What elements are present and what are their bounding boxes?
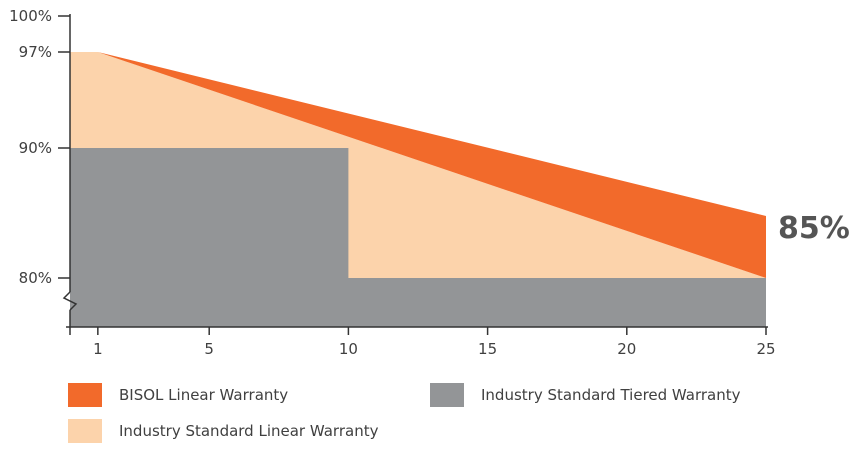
plot-area xyxy=(70,52,767,327)
callout-85-percent: 85% xyxy=(778,211,850,246)
x-tick-label: 25 xyxy=(756,340,775,358)
legend-swatch-linear xyxy=(68,419,102,443)
legend-label-tiered: Industry Standard Tiered Warranty xyxy=(481,386,741,404)
x-tick-label: 20 xyxy=(617,340,636,358)
x-tick-label: 10 xyxy=(339,340,358,358)
legend-item-linear: Industry Standard Linear Warranty xyxy=(68,419,378,443)
legend-swatch-tiered xyxy=(430,383,464,407)
y-tick-label: 100% xyxy=(9,7,52,25)
legend-item-bisol: BISOL Linear Warranty xyxy=(68,383,288,407)
legend-label-linear: Industry Standard Linear Warranty xyxy=(119,422,379,440)
legend-swatch-bisol xyxy=(68,383,102,407)
legend-label-bisol: BISOL Linear Warranty xyxy=(119,386,289,404)
area-industry-tiered xyxy=(70,148,766,327)
x-tick-label: 15 xyxy=(478,340,497,358)
y-axis-break xyxy=(62,291,78,311)
x-tick-label: 1 xyxy=(93,340,103,358)
y-tick-label: 90% xyxy=(19,139,52,157)
x-tick-label: 5 xyxy=(204,340,214,358)
y-tick-label: 97% xyxy=(19,43,52,61)
area-bisol-linear xyxy=(97,52,767,278)
y-tick-label: 80% xyxy=(19,269,52,287)
legend-item-tiered: Industry Standard Tiered Warranty xyxy=(430,383,741,407)
